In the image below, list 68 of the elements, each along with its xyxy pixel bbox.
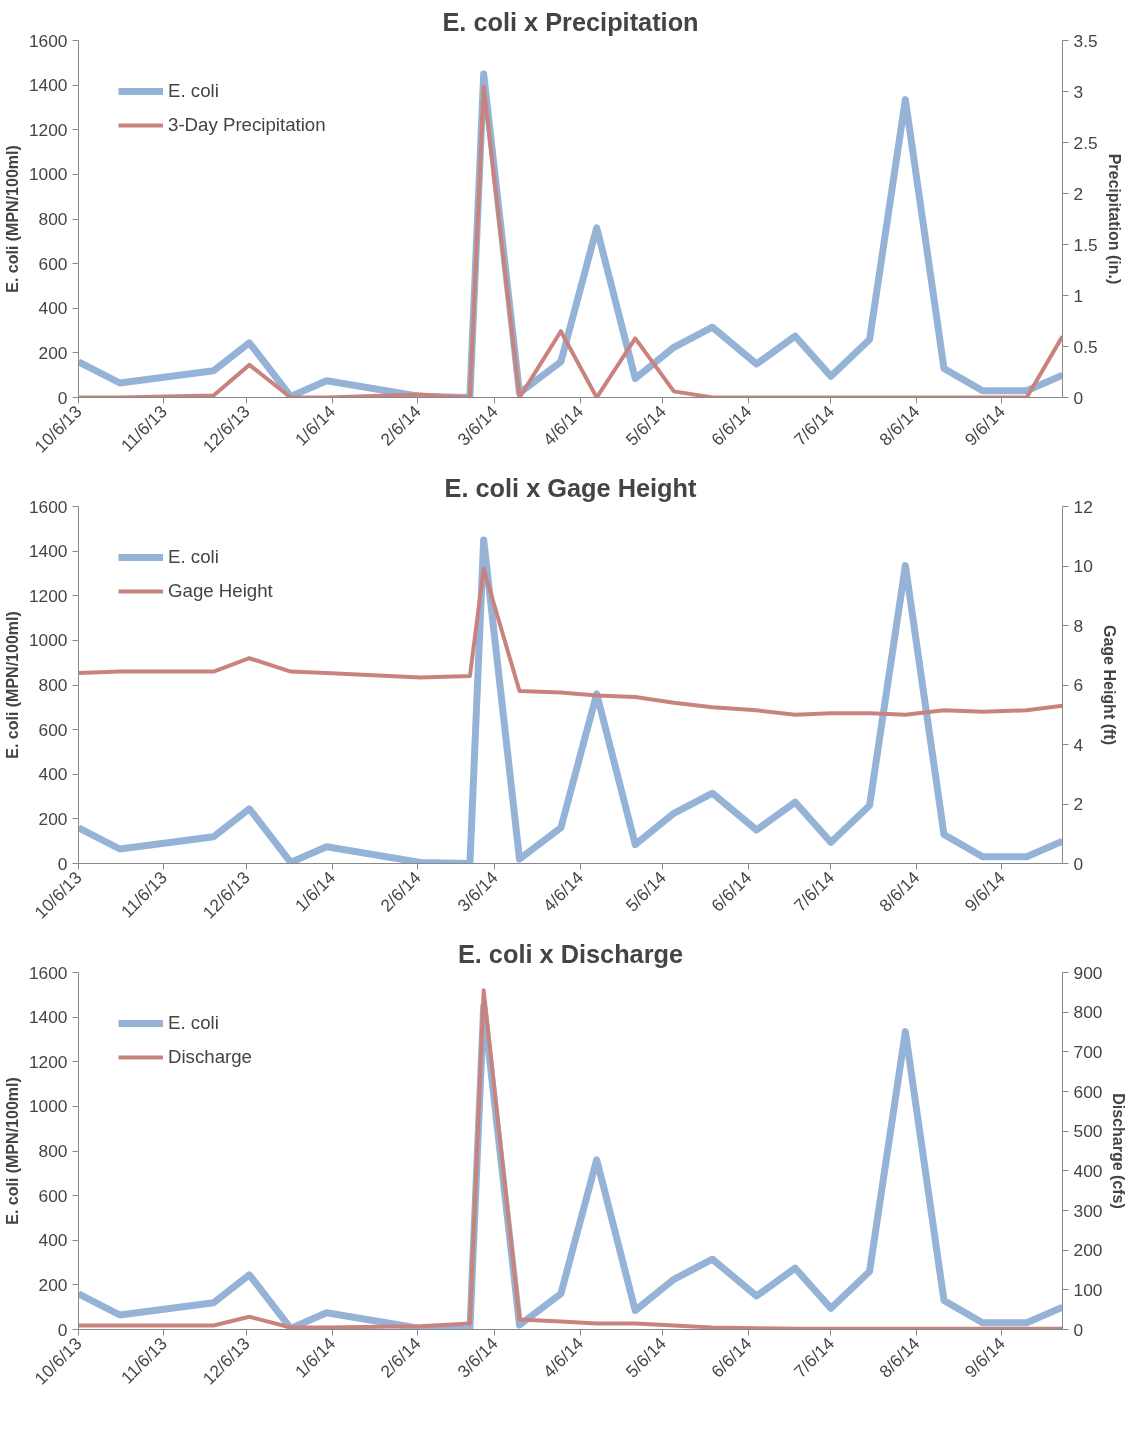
y-tick-label: 1200	[28, 1051, 68, 1072]
y2-tick-label: 8	[1073, 615, 1084, 636]
y2-tick-label: 4	[1073, 734, 1084, 755]
legend-label: E. coli	[168, 1012, 219, 1034]
y-tick-label: 1200	[28, 119, 68, 140]
y2-tick-label: 3	[1073, 81, 1084, 102]
y-tick-label: 600	[38, 253, 68, 274]
y-axis-title: E. coli (MPN/100ml)	[3, 611, 21, 759]
y2-tick-label: 3.5	[1073, 30, 1098, 51]
y-tick-label: 1000	[28, 630, 68, 651]
chart-title: E. coli x Precipitation	[442, 7, 699, 36]
y2-tick-label: 6	[1073, 675, 1084, 695]
y2-tick-label: 600	[1073, 1081, 1103, 1102]
y-axis-title: E. coli (MPN/100ml)	[3, 1077, 21, 1225]
y-tick-label: 200	[38, 1274, 68, 1295]
y-tick-label: 1600	[28, 30, 68, 51]
y-tick-label: 800	[38, 209, 68, 229]
y2-tick-label: 0	[1073, 1319, 1084, 1340]
y-tick-label: 1000	[28, 1096, 68, 1117]
line-series	[78, 566, 1063, 717]
y2-tick-label: 0.5	[1073, 336, 1098, 357]
y2-tick-label: 500	[1073, 1121, 1103, 1142]
y2-tick-label: 12	[1073, 496, 1093, 517]
y-tick-label: 0	[57, 387, 68, 408]
y-tick-label: 0	[57, 1319, 68, 1340]
y-tick-label: 800	[38, 675, 68, 695]
legend-label: E. coli	[168, 546, 219, 568]
chart-title: E. coli x Gage Height	[444, 473, 698, 502]
y-tick-label: 400	[38, 298, 68, 319]
y-tick-label: 1400	[28, 1007, 68, 1028]
y-axis-title: E. coli (MPN/100ml)	[3, 145, 21, 293]
y2-axis-title: Precipitation (in.)	[1105, 153, 1123, 285]
y-tick-label: 400	[38, 764, 68, 785]
y-tick-label: 1000	[28, 164, 68, 185]
legend-label: Gage Height	[168, 580, 273, 602]
y2-tick-label: 0	[1073, 387, 1084, 408]
y2-tick-label: 400	[1073, 1160, 1103, 1181]
chart-title: E. coli x Discharge	[457, 939, 684, 968]
y-tick-label: 1400	[28, 75, 68, 96]
legend-label: Discharge	[168, 1046, 252, 1068]
y2-axis-title: Discharge (cfs)	[1110, 1093, 1128, 1209]
y-tick-label: 400	[38, 1230, 68, 1251]
y2-tick-label: 800	[1073, 1002, 1103, 1023]
y2-tick-label: 10	[1073, 556, 1093, 576]
y2-tick-label: 1	[1073, 285, 1084, 306]
y2-tick-label: 0	[1073, 853, 1084, 874]
y-tick-label: 1600	[28, 496, 68, 517]
y-tick-label: 200	[38, 342, 68, 363]
y2-tick-label: 900	[1073, 962, 1103, 983]
y-tick-label: 0	[57, 853, 68, 874]
y2-axis-title: Gage Height (ft)	[1100, 625, 1118, 745]
y2-tick-label: 1.5	[1073, 234, 1098, 255]
y-tick-label: 600	[38, 719, 68, 740]
y2-tick-label: 700	[1073, 1041, 1103, 1062]
y2-tick-label: 200	[1073, 1240, 1103, 1261]
y2-tick-label: 100	[1073, 1279, 1103, 1300]
y2-tick-label: 2	[1073, 794, 1084, 814]
y2-tick-label: 300	[1073, 1200, 1103, 1221]
legend-label: 3-Day Precipitation	[168, 114, 326, 136]
y-tick-label: 200	[38, 808, 68, 829]
y2-tick-label: 2.5	[1073, 132, 1098, 153]
y-tick-label: 600	[38, 1185, 68, 1206]
y-tick-label: 800	[38, 1141, 68, 1161]
y-tick-label: 1600	[28, 962, 68, 983]
y-tick-label: 1200	[28, 585, 68, 606]
y2-tick-label: 2	[1073, 183, 1084, 204]
legend-label: E. coli	[168, 80, 219, 102]
y-tick-label: 1400	[28, 541, 68, 562]
